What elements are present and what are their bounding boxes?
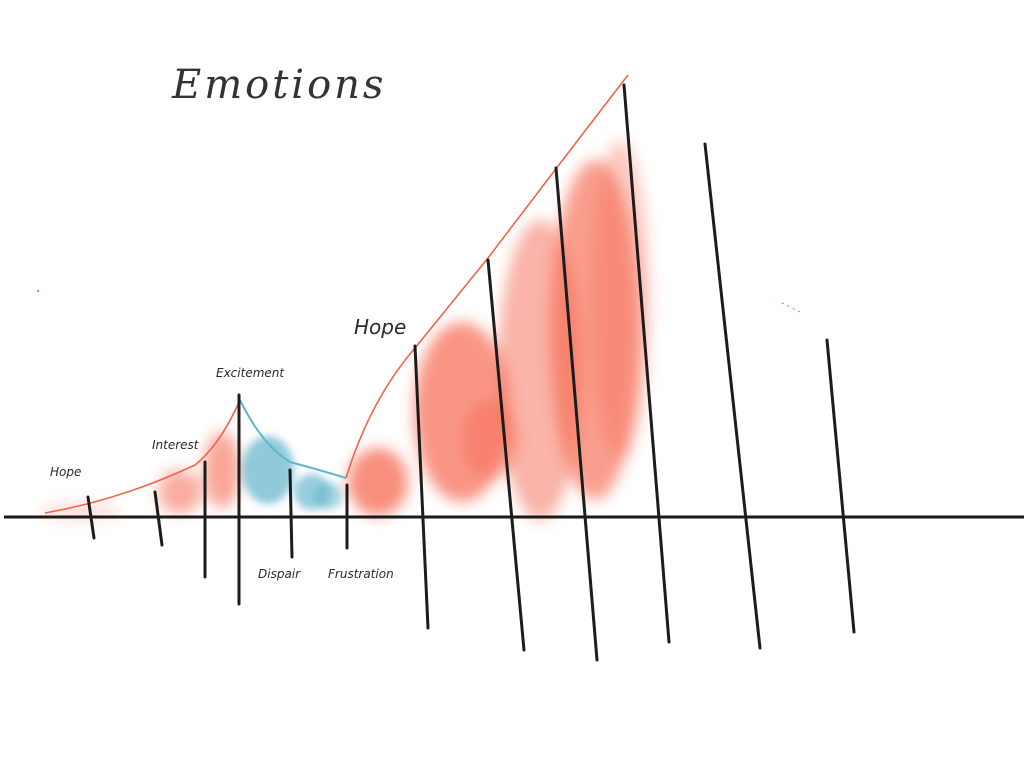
tick-mark <box>486 258 526 652</box>
tick-mark <box>413 344 430 630</box>
tick-mark <box>703 142 762 650</box>
positive-watercolor-washes <box>40 140 650 520</box>
tick-mark <box>622 83 671 644</box>
label-interest: Interest <box>152 438 200 452</box>
tick-mark <box>153 490 164 547</box>
tick-mark <box>288 468 294 559</box>
label-frustration: Frustration <box>328 567 394 581</box>
label-excitement: Excitement <box>216 366 285 380</box>
diagram-title: Emotions <box>171 62 386 108</box>
label-hope-start: Hope <box>50 465 81 479</box>
tick-mark <box>825 338 856 634</box>
label-hope-renewed: Hope <box>354 315 406 339</box>
negative-watercolor-washes <box>242 436 342 510</box>
emotion-curve-rise <box>44 399 241 514</box>
tick-mark <box>86 495 96 540</box>
stray-speck <box>781 302 801 313</box>
label-dispair: Dispair <box>258 567 301 581</box>
tick-mark <box>554 166 599 662</box>
stray-speck <box>36 289 40 293</box>
emotion-curve-fall <box>239 399 347 479</box>
tick-marks <box>86 83 856 662</box>
